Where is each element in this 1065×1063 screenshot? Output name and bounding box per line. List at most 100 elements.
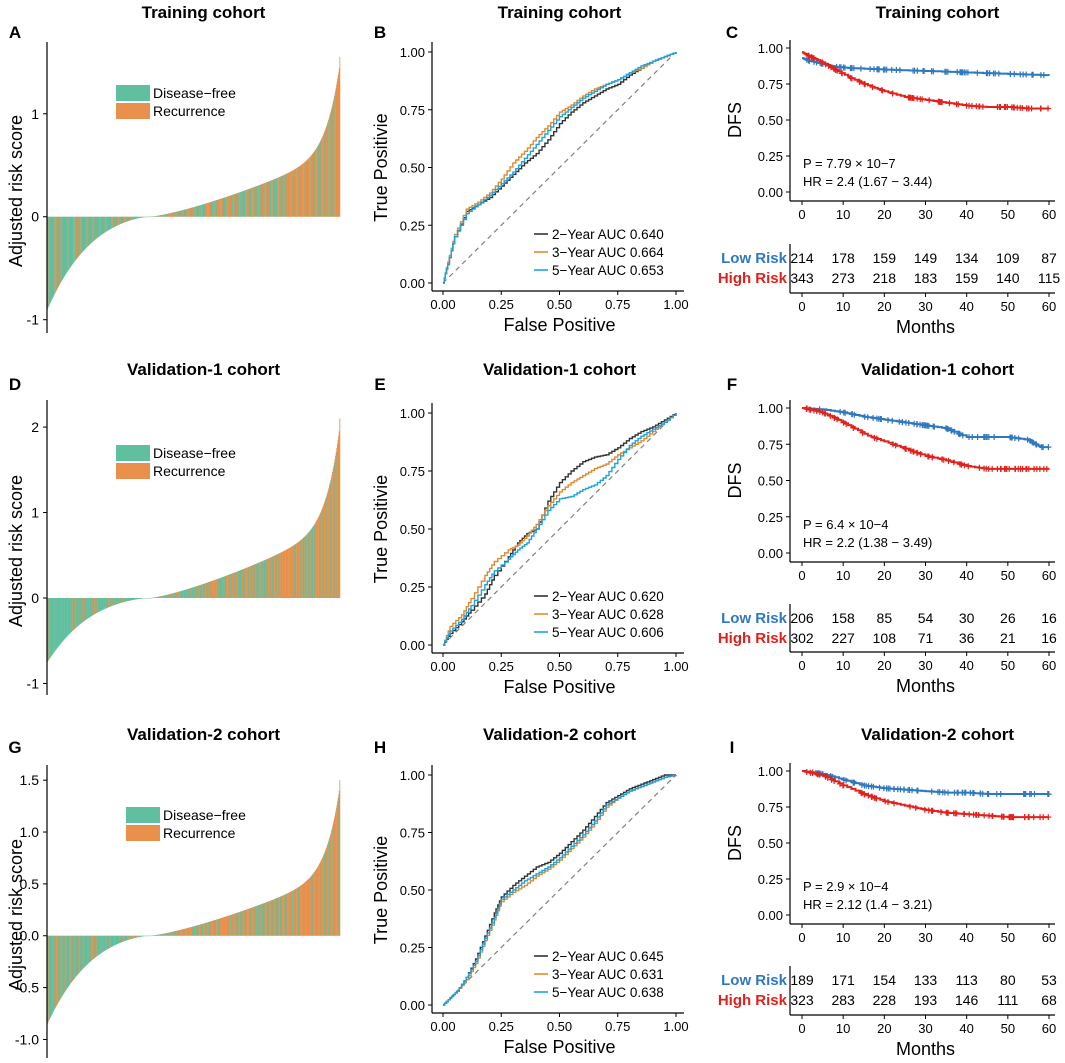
bar (274, 555, 276, 598)
bar (301, 164, 303, 217)
y-tick-label: 0.25 (758, 872, 783, 887)
bar (192, 207, 194, 217)
bar (114, 598, 116, 605)
bar (310, 156, 311, 217)
censor-mark (907, 447, 914, 454)
censor-mark (959, 789, 966, 796)
bar (57, 935, 58, 1005)
bar (225, 197, 227, 217)
bar (266, 182, 268, 217)
bar (268, 901, 270, 936)
censor-mark (945, 789, 952, 796)
bar (293, 545, 294, 598)
bar (282, 895, 284, 936)
bar (62, 216, 63, 280)
censor-mark (865, 792, 872, 799)
bar (109, 935, 111, 948)
bar (52, 935, 54, 1013)
bar (287, 893, 288, 936)
censor-mark (1040, 444, 1047, 451)
bar (53, 216, 55, 296)
bar (93, 935, 95, 959)
bar (250, 566, 252, 598)
bar (96, 935, 97, 957)
bar (136, 598, 138, 600)
bar (51, 216, 53, 300)
censor-mark (1045, 814, 1052, 821)
bar (161, 214, 163, 217)
bar (168, 932, 170, 936)
bar (108, 216, 110, 230)
bar (181, 210, 183, 217)
bar (132, 598, 134, 601)
bar (233, 913, 235, 936)
bar (68, 598, 70, 635)
x-tick-label: 0.00 (430, 659, 455, 674)
bar (244, 568, 246, 598)
bar (192, 587, 194, 598)
bar (252, 187, 253, 217)
censor-mark (822, 773, 829, 780)
bar (67, 216, 68, 272)
bar (54, 216, 55, 295)
bar (246, 909, 248, 936)
bar (109, 598, 111, 607)
bar (138, 935, 140, 938)
bar (227, 196, 229, 217)
bar (225, 575, 227, 598)
bar (164, 214, 166, 217)
bar (228, 195, 230, 217)
bar (55, 598, 57, 650)
bar (260, 561, 261, 598)
bar (119, 216, 121, 225)
censor-mark (888, 66, 895, 73)
bar (194, 926, 195, 936)
bar (49, 216, 51, 304)
censor-mark (889, 90, 896, 97)
bar (198, 585, 200, 598)
bar (183, 590, 184, 598)
bar (303, 882, 305, 936)
censor-mark (951, 428, 958, 435)
censor-mark (985, 465, 992, 472)
bar (184, 209, 186, 217)
bar (109, 216, 111, 230)
bar (228, 915, 230, 936)
bar (56, 216, 58, 290)
bar (47, 216, 49, 309)
bar (234, 194, 235, 217)
bar (262, 903, 264, 936)
bar (229, 915, 231, 936)
bar (143, 216, 144, 218)
bar (83, 216, 85, 251)
bar (195, 206, 196, 217)
bar (69, 216, 71, 268)
bar (124, 216, 125, 223)
bar (200, 584, 202, 598)
bar (69, 598, 71, 634)
bar (53, 598, 55, 653)
risk-count: 159 (955, 270, 979, 286)
bar (206, 922, 208, 936)
bar (51, 216, 53, 299)
bar (256, 563, 258, 598)
bar (251, 187, 253, 217)
bar (169, 594, 171, 598)
bar (250, 907, 252, 936)
bar (100, 216, 101, 236)
bar (194, 925, 196, 936)
censor-mark (914, 95, 921, 102)
bar (291, 170, 293, 217)
bar (76, 598, 78, 628)
bar (300, 164, 302, 217)
bar (113, 935, 115, 946)
bar (271, 557, 272, 598)
bar (281, 175, 283, 217)
bar (135, 216, 137, 219)
bar (190, 207, 192, 217)
censor-mark (871, 434, 878, 441)
bar (318, 143, 320, 217)
bar (142, 598, 144, 599)
bar (155, 934, 157, 936)
